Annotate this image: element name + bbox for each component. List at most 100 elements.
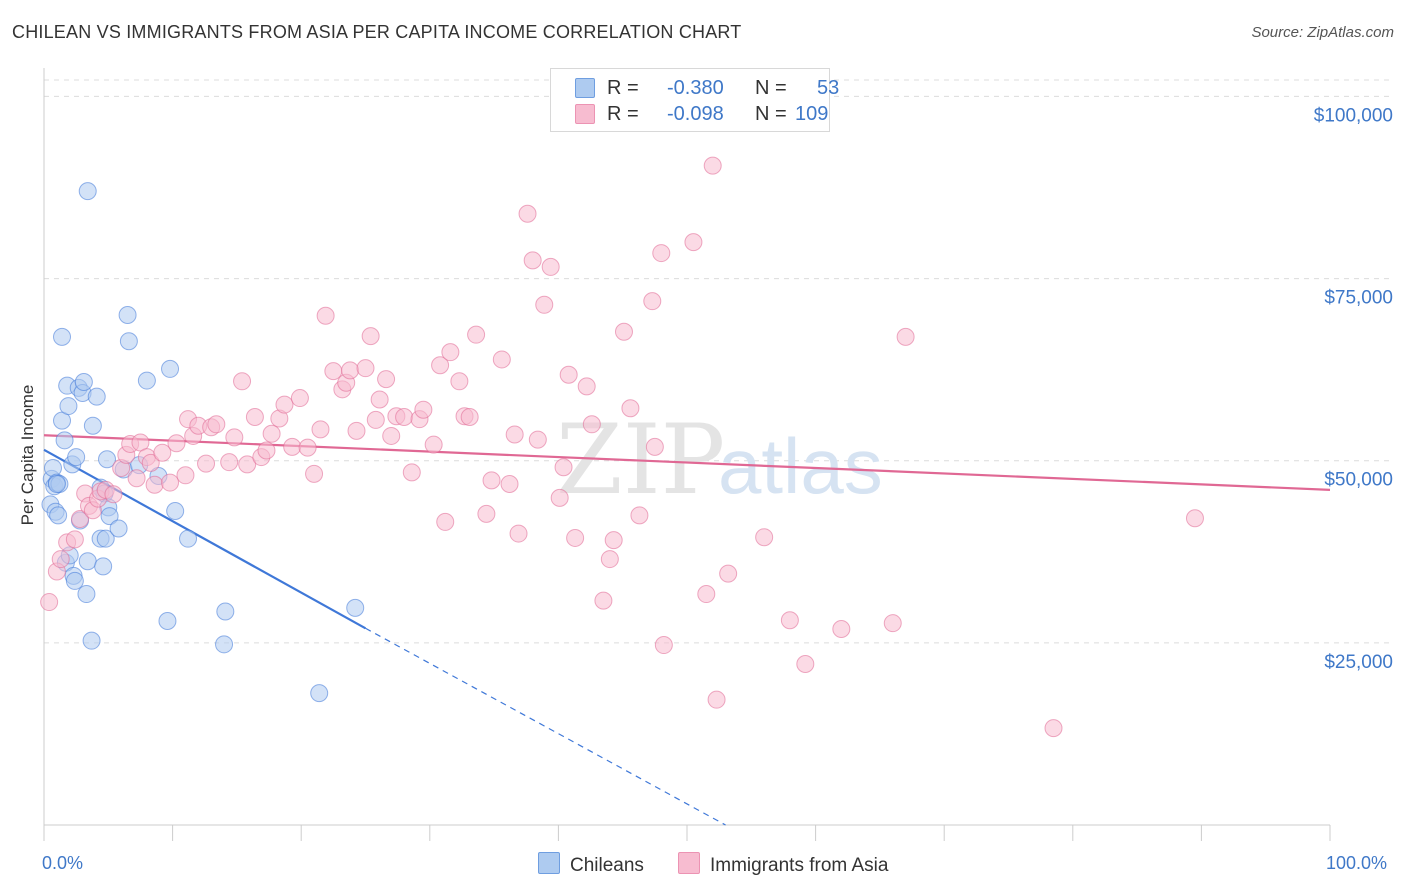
data-point	[119, 332, 138, 351]
data-point	[341, 361, 360, 380]
data-point	[643, 292, 662, 311]
chart-title: CHILEAN VS IMMIGRANTS FROM ASIA PER CAPI…	[12, 22, 742, 42]
data-point	[541, 257, 560, 276]
legend-swatch-asia	[575, 104, 595, 124]
data-point	[492, 350, 511, 369]
data-point	[431, 356, 450, 375]
data-point	[896, 327, 915, 346]
x-tick-label-min: 0.0%	[42, 853, 84, 873]
data-point	[78, 182, 97, 201]
data-point	[98, 450, 117, 469]
data-point	[305, 464, 324, 483]
data-point	[83, 416, 102, 435]
data-point	[703, 156, 722, 175]
data-point	[179, 529, 198, 548]
data-point	[566, 528, 585, 547]
data-point	[74, 373, 93, 392]
data-point	[257, 441, 276, 460]
bottom-legend-swatch-asia	[678, 852, 700, 874]
data-point	[65, 530, 84, 549]
data-point	[414, 400, 433, 419]
data-point	[509, 524, 528, 543]
data-point	[53, 327, 72, 346]
data-point	[780, 611, 799, 630]
data-point	[477, 504, 496, 523]
legend-n-label: N =	[755, 77, 787, 99]
bottom-legend-swatch-chileans	[538, 852, 560, 874]
legend-r-label: R =	[607, 103, 639, 125]
axes	[43, 68, 1331, 841]
data-point	[370, 390, 389, 409]
data-point	[630, 506, 649, 525]
data-point	[310, 684, 329, 703]
data-point	[883, 614, 902, 633]
data-point	[262, 424, 281, 443]
y-tick-label: $50,000	[1324, 470, 1393, 491]
bottom-legend-label-chileans: Chileans	[570, 855, 644, 876]
data-point	[153, 443, 172, 462]
data-point	[78, 552, 97, 571]
data-point	[225, 428, 244, 447]
data-point	[197, 454, 216, 473]
bottom-legend-label-asia: Immigrants from Asia	[710, 855, 889, 876]
data-point	[684, 233, 703, 252]
data-point	[697, 585, 716, 604]
data-point	[523, 251, 542, 270]
data-point	[652, 244, 671, 263]
data-point	[621, 399, 640, 418]
data-point	[346, 598, 365, 617]
data-point	[582, 415, 601, 434]
data-point	[550, 488, 569, 507]
legend-swatch-chileans	[575, 78, 595, 98]
data-point	[176, 466, 195, 485]
data-point	[395, 408, 414, 426]
data-point	[166, 501, 185, 520]
data-point	[707, 690, 726, 709]
data-points	[40, 156, 1204, 738]
data-point	[275, 395, 294, 414]
data-point	[424, 435, 443, 454]
data-point	[347, 421, 366, 440]
source-label: Source: ZipAtlas.com	[1251, 24, 1394, 41]
data-point	[600, 550, 619, 569]
legend-n-value-chileans: 53	[817, 77, 840, 99]
data-point	[377, 370, 396, 389]
data-point	[82, 631, 101, 650]
data-point	[505, 425, 524, 444]
data-point	[141, 453, 160, 472]
data-point	[316, 306, 335, 325]
data-point	[290, 389, 309, 408]
legend-n-value-asia: 109	[795, 103, 829, 125]
y-tick-label: $100,000	[1314, 105, 1393, 126]
data-point	[118, 306, 137, 324]
data-point	[100, 507, 119, 526]
data-point	[233, 372, 252, 391]
correlation-legend: R = -0.380 N = 53 R = -0.098 N = 109	[550, 68, 839, 132]
data-point	[55, 431, 74, 450]
legend-r-value-asia: -0.098	[667, 103, 724, 125]
data-point	[436, 512, 455, 531]
data-point	[67, 448, 86, 467]
bottom-legend-asia[interactable]: Immigrants from Asia	[678, 852, 888, 877]
data-point	[614, 322, 633, 341]
data-point	[441, 343, 460, 362]
y-tick-label: $75,000	[1324, 288, 1393, 309]
data-point	[1185, 509, 1204, 528]
data-point	[500, 475, 519, 494]
data-point	[298, 438, 317, 457]
data-point	[245, 408, 264, 426]
data-point	[127, 469, 146, 488]
data-point	[594, 591, 613, 610]
data-point	[482, 471, 501, 490]
data-point	[40, 593, 59, 612]
data-point	[518, 204, 537, 223]
series-1	[40, 156, 1204, 738]
data-point	[554, 458, 573, 477]
data-point	[460, 408, 479, 426]
data-point	[311, 420, 330, 439]
trend-line-extension-0	[365, 627, 726, 826]
bottom-legend-chileans[interactable]: Chileans	[538, 852, 644, 877]
data-point	[87, 387, 106, 406]
data-point	[65, 571, 84, 590]
